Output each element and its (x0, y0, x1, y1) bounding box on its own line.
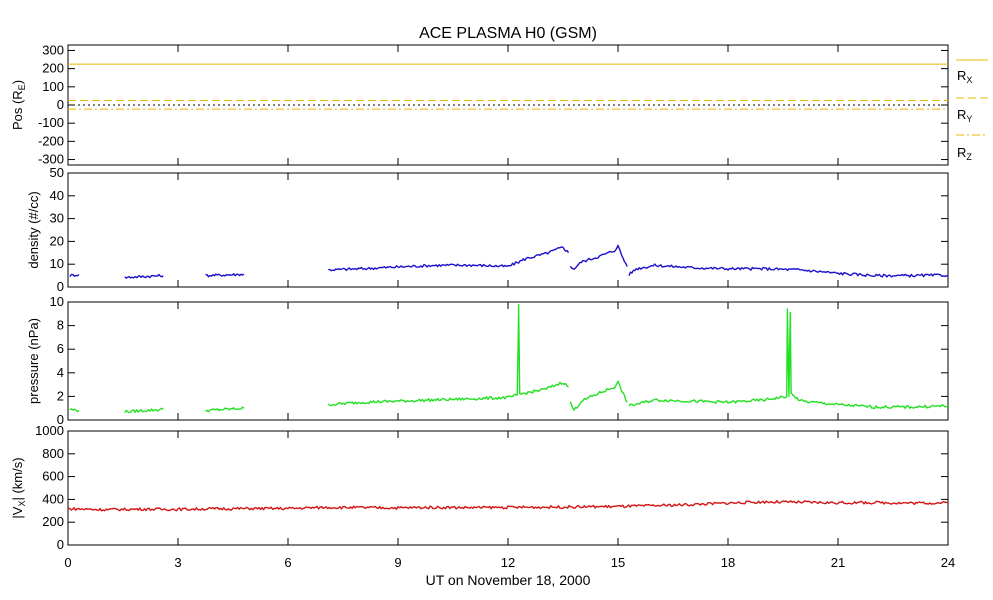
pressure-panel: pressure (nPa) 10 8 6 4 2 0 (26, 294, 949, 427)
y-tick-label: 2 (57, 388, 64, 403)
y-tick-label: 200 (42, 61, 64, 76)
vx-panel-frame (67, 430, 949, 546)
y-tick-label: -300 (38, 152, 64, 167)
legend-rx-label: RX (957, 68, 972, 85)
y-tick-label: 0 (57, 537, 64, 552)
legend-ry-label: RY (957, 107, 972, 124)
density-y-axis-label: density (#/cc) (26, 191, 41, 268)
y-tick-label: 0 (57, 97, 64, 112)
vx-y-ticks: 1000 800 600 400 200 0 (35, 423, 949, 552)
position-legend: RX RY RZ (956, 59, 988, 162)
data-segment-0 (69, 408, 80, 413)
legend-rz-label: RZ (957, 145, 972, 162)
density-panel: density (#/cc) 50 40 30 20 10 0 (26, 165, 949, 294)
data-segment-0 (69, 273, 80, 278)
x-axis-ticks: 0 3 6 9 12 15 18 21 24 (64, 555, 955, 570)
vx-panel: |VX| (km/s) 1000 800 600 400 200 0 (10, 423, 949, 552)
y-tick-label: 10 (50, 294, 64, 309)
y-tick-label: 4 (57, 365, 64, 380)
density-y-ticks: 50 40 30 20 10 0 (50, 165, 949, 294)
x-tick-label: 12 (501, 555, 515, 570)
y-tick-label: 6 (57, 341, 64, 356)
pressure-series (69, 303, 949, 414)
y-tick-label: -200 (38, 133, 64, 148)
data-segment-1 (124, 407, 164, 414)
density-series (69, 244, 949, 279)
y-tick-label: 8 (57, 318, 64, 333)
data-segment-5 (628, 308, 949, 410)
y-tick-label: 800 (42, 446, 64, 461)
vx-y-axis-label: |VX| (km/s) (10, 457, 27, 518)
y-tick-label: 600 (42, 469, 64, 484)
data-segment-4 (569, 244, 628, 270)
y-tick-label: 50 (50, 165, 64, 180)
x-tick-label: 18 (721, 555, 735, 570)
data-segment-5 (628, 263, 949, 278)
position-y-axis-label: Pos (RE) (10, 80, 27, 130)
x-tick-label: 24 (941, 555, 955, 570)
y-tick-label: -100 (38, 115, 64, 130)
pressure-y-axis-label: pressure (nPa) (26, 318, 41, 404)
data-segment-0 (67, 500, 949, 512)
vx-series (67, 500, 949, 512)
y-tick-label: 100 (42, 79, 64, 94)
data-segment-2 (205, 273, 245, 278)
y-tick-label: 40 (50, 188, 64, 203)
y-tick-label: 1000 (35, 423, 64, 438)
x-tick-label: 3 (174, 555, 181, 570)
data-segment-2 (205, 406, 245, 413)
data-segment-1 (124, 273, 164, 279)
y-tick-label: 0 (57, 279, 64, 294)
x-tick-label: 21 (831, 555, 845, 570)
y-tick-label: 300 (42, 42, 64, 57)
y-tick-label: 400 (42, 491, 64, 506)
y-tick-label: 10 (50, 256, 64, 271)
y-tick-label: 0 (57, 412, 64, 427)
position-series (68, 63, 948, 110)
data-segment-3 (328, 246, 570, 272)
y-tick-label: 200 (42, 514, 64, 529)
pressure-y-ticks: 10 8 6 4 2 0 (50, 294, 949, 427)
y-tick-label: 30 (50, 211, 64, 226)
x-tick-label: 6 (284, 555, 291, 570)
density-panel-frame (67, 172, 949, 288)
data-segment-4 (569, 380, 628, 411)
x-tick-label: 15 (611, 555, 625, 570)
position-panel: Pos (RE) 300 200 100 0 -100 -200 -300 RX RY RZ (10, 42, 988, 167)
chart-title: ACE PLASMA H0 (GSM) (419, 25, 597, 42)
x-tick-label: 0 (64, 555, 71, 570)
y-tick-label: 20 (50, 233, 64, 248)
x-tick-label: 9 (394, 555, 401, 570)
data-segment-3 (327, 303, 569, 407)
x-axis-label: UT on November 18, 2000 (426, 572, 591, 588)
